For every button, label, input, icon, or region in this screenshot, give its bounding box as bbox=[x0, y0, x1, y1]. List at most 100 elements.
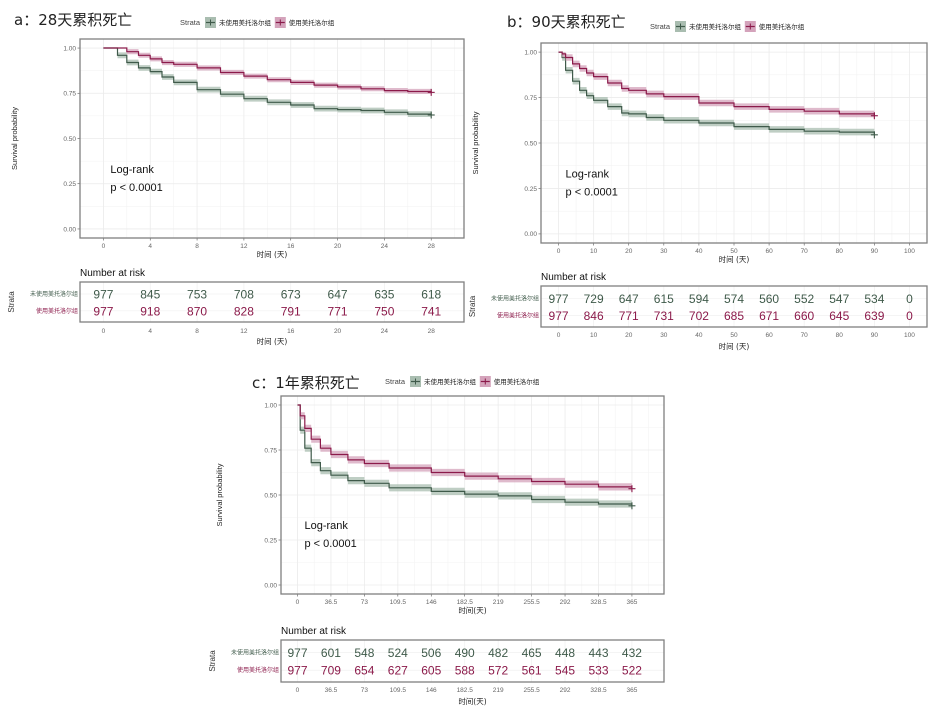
risk-table-title: Number at risk bbox=[80, 268, 146, 279]
risk-value: 635 bbox=[374, 288, 394, 302]
risk-value: 741 bbox=[421, 304, 441, 318]
x-tick-label: 109.5 bbox=[390, 599, 407, 606]
survival-line-1 bbox=[558, 51, 875, 116]
risk-value: 771 bbox=[328, 304, 348, 318]
risk-x-tick-label: 80 bbox=[836, 332, 844, 339]
risk-value: 594 bbox=[689, 292, 709, 306]
survival-line-0 bbox=[558, 51, 875, 135]
risk-value: 845 bbox=[140, 288, 160, 302]
risk-x-tick-label: 0 bbox=[102, 328, 106, 335]
risk-value: 560 bbox=[759, 292, 779, 306]
risk-value: 605 bbox=[421, 664, 441, 678]
x-tick-label: 24 bbox=[381, 243, 389, 250]
ci-band-0 bbox=[558, 52, 875, 139]
risk-value: 465 bbox=[522, 646, 542, 660]
x-tick-label: 40 bbox=[695, 248, 703, 255]
risk-x-tick-label: 292 bbox=[560, 687, 571, 694]
x-tick-label: 28 bbox=[428, 243, 436, 250]
risk-row-label: 使用美托洛尔组 bbox=[36, 307, 78, 315]
x-tick-label: 219 bbox=[493, 599, 504, 606]
risk-value: 533 bbox=[588, 664, 608, 678]
risk-value: 673 bbox=[281, 288, 301, 302]
risk-strata-label: Strata bbox=[468, 295, 477, 317]
risk-x-tick-label: 40 bbox=[695, 332, 703, 339]
risk-x-tick-label: 90 bbox=[871, 332, 879, 339]
risk-x-tick-label: 182.5 bbox=[457, 687, 474, 694]
risk-row-label: 未使用美托洛尔组 bbox=[491, 294, 539, 302]
survival-line-0 bbox=[297, 404, 633, 506]
y-tick-label: 0.50 bbox=[524, 140, 537, 147]
x-axis-label: 时间(天) bbox=[458, 605, 486, 615]
risk-value: 977 bbox=[287, 646, 307, 660]
pvalue-label: p < 0.0001 bbox=[110, 182, 162, 194]
survival-line-1 bbox=[297, 404, 633, 489]
risk-x-tick-label: 20 bbox=[334, 328, 342, 335]
x-tick-label: 20 bbox=[334, 243, 342, 250]
risk-x-tick-label: 0 bbox=[557, 332, 561, 339]
y-axis-label: Survival probability bbox=[215, 463, 224, 526]
risk-value: 654 bbox=[354, 664, 374, 678]
risk-table-area bbox=[281, 640, 664, 682]
y-tick-label: 0.50 bbox=[63, 136, 76, 143]
risk-x-tick-label: 20 bbox=[625, 332, 633, 339]
risk-value: 870 bbox=[187, 304, 207, 318]
risk-value: 561 bbox=[522, 664, 542, 678]
risk-x-tick-label: 24 bbox=[381, 328, 389, 335]
risk-table-frame bbox=[540, 285, 928, 328]
y-tick-label: 0.00 bbox=[524, 231, 537, 238]
risk-value: 828 bbox=[234, 304, 254, 318]
logrank-label: Log-rank bbox=[304, 520, 348, 532]
x-tick-label: 12 bbox=[240, 243, 248, 250]
risk-table: Number at risk 未使用美托洛尔组 977 845 753 708 673 647… bbox=[7, 268, 465, 346]
plot-frame bbox=[540, 42, 928, 244]
risk-value: 548 bbox=[354, 646, 374, 660]
risk-x-tick-label: 365 bbox=[627, 687, 638, 694]
risk-value: 729 bbox=[584, 292, 604, 306]
risk-value: 702 bbox=[689, 309, 709, 323]
x-tick-label: 16 bbox=[287, 243, 295, 250]
risk-x-tick-label: 328.5 bbox=[590, 687, 607, 694]
survival-line-0 bbox=[103, 47, 432, 115]
risk-x-tick-label: 0 bbox=[296, 687, 300, 694]
plot-frame bbox=[79, 38, 465, 239]
x-tick-label: 0 bbox=[102, 243, 106, 250]
risk-x-tick-label: 73 bbox=[361, 687, 369, 694]
risk-value: 977 bbox=[549, 309, 569, 323]
x-tick-label: 255.5 bbox=[523, 599, 540, 606]
y-tick-label: 0.75 bbox=[63, 91, 76, 98]
y-axis-label: Survival probability bbox=[471, 111, 480, 174]
risk-row-label: 使用美托洛尔组 bbox=[497, 312, 539, 320]
risk-x-axis-label: 时间 (天) bbox=[719, 341, 750, 351]
x-tick-label: 80 bbox=[836, 248, 844, 255]
risk-value: 547 bbox=[829, 292, 849, 306]
x-axis-label: 时间 (天) bbox=[719, 254, 750, 264]
x-tick-label: 100 bbox=[904, 248, 915, 255]
legend: Strata 未使用美托洛尔组 使用美托洛尔组 bbox=[650, 21, 805, 32]
legend-label-0: 未使用美托洛尔组 bbox=[219, 18, 272, 27]
x-tick-label: 0 bbox=[296, 599, 300, 606]
x-tick-label: 73 bbox=[361, 599, 369, 606]
y-tick-label: 0.75 bbox=[264, 447, 277, 454]
risk-value: 647 bbox=[328, 288, 348, 302]
risk-table-frame bbox=[280, 639, 665, 683]
risk-x-tick-label: 16 bbox=[287, 328, 295, 335]
risk-x-tick-label: 255.5 bbox=[523, 687, 540, 694]
risk-value: 506 bbox=[421, 646, 441, 660]
risk-value: 750 bbox=[374, 304, 394, 318]
risk-value: 685 bbox=[724, 309, 744, 323]
x-tick-label: 30 bbox=[660, 248, 668, 255]
risk-x-tick-label: 8 bbox=[195, 328, 199, 335]
risk-value: 791 bbox=[281, 304, 301, 318]
x-tick-label: 8 bbox=[195, 243, 199, 250]
x-tick-label: 146 bbox=[426, 599, 437, 606]
x-tick-label: 328.5 bbox=[590, 599, 607, 606]
plot-frame bbox=[280, 395, 665, 595]
risk-table: Number at risk 未使用美托洛尔组 977 729 647 615 594 574… bbox=[468, 272, 928, 351]
legend: Strata 未使用美托洛尔组 使用美托洛尔组 bbox=[385, 376, 540, 387]
risk-value: 918 bbox=[140, 304, 160, 318]
risk-value: 660 bbox=[794, 309, 814, 323]
risk-table-frame bbox=[79, 281, 465, 323]
